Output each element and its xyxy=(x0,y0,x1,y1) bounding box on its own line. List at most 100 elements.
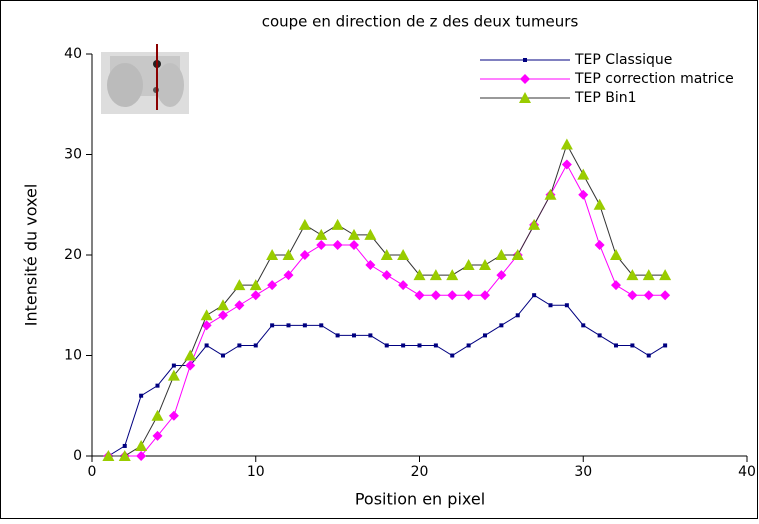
data-point xyxy=(593,198,606,210)
data-point xyxy=(462,259,475,271)
data-point xyxy=(266,249,279,260)
data-point xyxy=(218,310,228,321)
data-point xyxy=(594,239,605,250)
data-point xyxy=(332,239,343,250)
data-point xyxy=(302,323,307,328)
data-point xyxy=(168,410,179,421)
legend-label: TEP correction matrice xyxy=(574,71,734,87)
y-tick-label: 40 xyxy=(64,46,82,62)
data-point xyxy=(135,439,148,451)
data-point xyxy=(548,303,553,308)
data-point xyxy=(627,290,638,301)
inset-image xyxy=(101,44,189,114)
data-point xyxy=(384,343,389,348)
data-point xyxy=(630,343,635,348)
data-point xyxy=(283,270,294,281)
x-axis-label: Position en pixel xyxy=(355,490,485,509)
data-point xyxy=(642,269,655,281)
data-point xyxy=(250,290,261,301)
data-point xyxy=(152,430,163,441)
y-axis-label: Intensité du voxel xyxy=(22,184,41,327)
data-point xyxy=(560,138,573,150)
data-point xyxy=(155,383,160,388)
data-point xyxy=(479,259,491,271)
data-point xyxy=(171,363,176,368)
data-point xyxy=(267,280,278,291)
legend-marker xyxy=(523,58,527,62)
data-point xyxy=(611,280,621,291)
data-point xyxy=(204,343,209,348)
data-point xyxy=(643,290,654,301)
data-point xyxy=(315,228,328,240)
data-point xyxy=(581,323,586,328)
x-tick-label: 40 xyxy=(738,464,756,480)
data-point xyxy=(233,279,246,291)
data-point xyxy=(564,303,569,308)
data-point xyxy=(299,250,310,260)
data-point xyxy=(237,343,242,348)
data-point xyxy=(335,333,340,338)
data-point xyxy=(463,290,474,301)
data-point xyxy=(597,333,602,338)
data-point xyxy=(253,343,258,348)
data-point xyxy=(480,290,490,301)
data-point xyxy=(429,269,442,281)
data-point xyxy=(349,239,359,250)
legend-label: TEP Classique xyxy=(574,52,672,68)
data-point xyxy=(122,443,127,448)
data-point xyxy=(365,260,376,271)
data-point xyxy=(401,343,406,348)
data-point xyxy=(217,299,229,311)
data-point xyxy=(663,343,668,348)
data-point xyxy=(319,323,324,328)
data-point xyxy=(610,249,622,260)
data-point xyxy=(511,249,524,260)
data-point xyxy=(495,249,508,260)
data-point xyxy=(450,353,455,358)
data-point xyxy=(414,290,425,301)
y-tick-label: 20 xyxy=(64,247,82,263)
data-point xyxy=(496,270,507,281)
data-point xyxy=(397,249,410,260)
data-point xyxy=(380,249,393,260)
legend-marker xyxy=(520,74,530,84)
data-point xyxy=(544,188,557,200)
data-point xyxy=(398,280,409,291)
data-point xyxy=(659,269,672,281)
data-point xyxy=(368,333,373,338)
x-tick-label: 0 xyxy=(88,464,97,480)
data-point xyxy=(316,239,327,250)
legend-label: TEP Bin1 xyxy=(574,90,637,106)
data-point xyxy=(446,269,459,281)
data-point xyxy=(578,189,589,200)
data-point xyxy=(364,228,377,240)
y-tick-label: 10 xyxy=(64,348,82,364)
data-point xyxy=(528,218,541,230)
data-point xyxy=(185,360,196,371)
data-point xyxy=(102,450,115,461)
data-point xyxy=(430,290,441,301)
data-point xyxy=(660,290,671,301)
data-point xyxy=(249,279,262,291)
data-point xyxy=(139,393,144,398)
data-point xyxy=(646,353,651,358)
data-point xyxy=(413,269,426,281)
data-point xyxy=(200,309,213,321)
data-point xyxy=(118,450,131,461)
data-point xyxy=(561,159,572,170)
data-point xyxy=(201,320,212,331)
data-point xyxy=(466,343,471,348)
data-point xyxy=(331,218,344,230)
data-point xyxy=(381,270,392,281)
data-point xyxy=(221,353,225,358)
data-point xyxy=(515,313,520,318)
data-point xyxy=(433,343,438,348)
data-point xyxy=(167,369,180,381)
legend-marker xyxy=(519,92,531,103)
data-point xyxy=(352,333,356,338)
data-point xyxy=(282,249,295,260)
data-point xyxy=(136,451,147,461)
data-point xyxy=(348,228,360,240)
y-tick-label: 30 xyxy=(64,147,82,163)
